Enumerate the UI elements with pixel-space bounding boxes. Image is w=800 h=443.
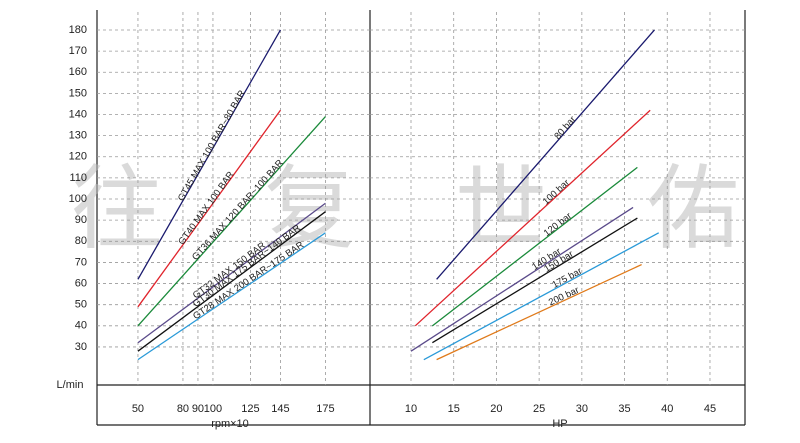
- y-tick-label: 180: [69, 24, 87, 36]
- x-tick-label: 15: [448, 403, 460, 415]
- series-line: [137, 202, 326, 344]
- x-axis-label: HP: [552, 418, 567, 430]
- series-line: [410, 206, 634, 352]
- series-line: [436, 29, 655, 280]
- y-tick-label: 60: [75, 277, 87, 289]
- series-line: [423, 232, 660, 361]
- series-line: [431, 166, 638, 327]
- y-tick-label: 30: [75, 341, 87, 353]
- x-tick-label: 30: [576, 403, 588, 415]
- series-line: [137, 232, 326, 361]
- series-line: [137, 211, 326, 352]
- y-tick-label: 40: [75, 320, 87, 332]
- x-tick-label: 80: [177, 403, 189, 415]
- y-tick-label: 120: [69, 151, 87, 163]
- y-tick-label: 90: [75, 214, 87, 226]
- x-tick-label: 175: [316, 403, 334, 415]
- series-line: [436, 263, 642, 361]
- x-axis-label: rpm×10: [211, 418, 249, 430]
- series-line: [432, 217, 638, 344]
- x-tick-label: 25: [533, 403, 545, 415]
- watermark: 往复世佑: [71, 155, 800, 262]
- series-line: [137, 116, 326, 327]
- y-tick-label: 70: [75, 256, 87, 268]
- y-tick-label: 100: [69, 193, 87, 205]
- series-line: [137, 109, 281, 308]
- x-tick-label: 50: [132, 403, 144, 415]
- y-tick-label: 170: [69, 45, 87, 57]
- y-tick-label: 50: [75, 299, 87, 311]
- x-tick-label: 125: [241, 403, 259, 415]
- x-tick-label: 35: [618, 403, 630, 415]
- y-tick-label: 140: [69, 108, 87, 120]
- x-tick-label: 20: [490, 403, 502, 415]
- y-tick-label: 80: [75, 235, 87, 247]
- x-tick-label: 45: [704, 403, 716, 415]
- x-tick-label: 90: [192, 403, 204, 415]
- y-axis-label: L/min: [57, 379, 84, 391]
- y-tick-label: 160: [69, 66, 87, 78]
- series-line: [414, 109, 651, 327]
- x-tick-label: 40: [661, 403, 673, 415]
- y-tick-label: 110: [69, 172, 87, 184]
- series-line: [137, 29, 282, 280]
- x-tick-label: 10: [405, 403, 417, 415]
- x-tick-label: 100: [204, 403, 222, 415]
- series-label: 80 bar: [552, 114, 578, 142]
- x-tick-label: 145: [271, 403, 289, 415]
- y-tick-label: 150: [69, 87, 87, 99]
- y-tick-label: 130: [69, 130, 87, 142]
